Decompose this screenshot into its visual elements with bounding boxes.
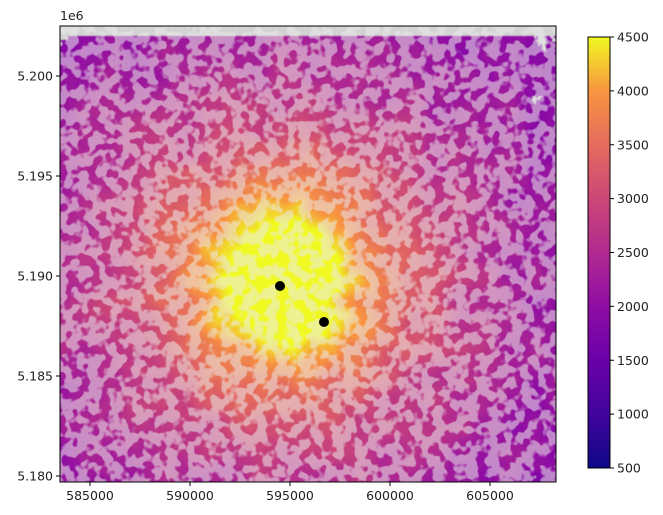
plot-area [60,26,556,482]
point-marker-1 [275,281,285,291]
colorbar: 500 1000 1500 2000 2500 3000 3500 4000 4500 [587,30,649,476]
colorbar-tick-label: 1500 [617,353,649,368]
colorbar-tick-label: 2500 [617,245,649,260]
y-tick-label: 5.185 [17,369,53,384]
colorbar-ticks: 500 1000 1500 2000 2500 3000 3500 4000 4500 [610,30,649,476]
colorbar-tick-label: 2000 [617,299,649,314]
y-offset-label: 1e6 [60,8,84,23]
colorbar-tick-label: 500 [617,461,641,476]
colorbar-tick-label: 3500 [617,137,649,152]
x-tick-label: 585000 [66,488,114,503]
plot-frame [59,25,557,483]
y-tick-label: 5.180 [17,469,53,484]
point-marker-2 [319,317,329,327]
x-tick-label: 590000 [166,488,214,503]
y-tick-label: 5.200 [17,69,53,84]
x-axis: 585000 590000 595000 600000 605000 [66,482,514,503]
colorbar-tick-label: 3000 [617,191,649,206]
colorbar-fill [588,37,610,468]
x-tick-label: 600000 [366,488,414,503]
y-axis: 5.180 5.185 5.190 5.195 5.200 [17,69,60,484]
y-tick-label: 5.195 [17,169,53,184]
nodata-speckle [60,26,556,482]
colorbar-tick-label: 1000 [617,407,649,422]
colorbar-tick-label: 4500 [617,30,649,45]
marker-layer [275,281,329,327]
y-tick-label: 5.190 [17,269,53,284]
x-tick-label: 595000 [266,488,314,503]
colorbar-tick-label: 4000 [617,83,649,98]
x-tick-label: 605000 [466,488,514,503]
